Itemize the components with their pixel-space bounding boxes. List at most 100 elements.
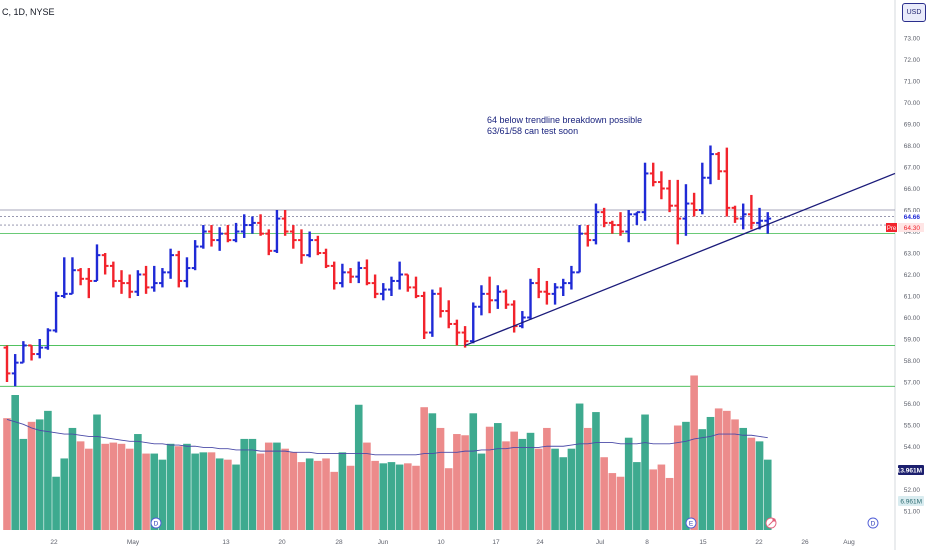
event-marker[interactable]: D xyxy=(150,517,162,529)
ohlc-bar xyxy=(142,265,150,294)
ohlc-bar xyxy=(28,344,35,361)
ohlc-bar xyxy=(314,235,322,256)
pre-market-tag-bg xyxy=(886,223,897,232)
y-tick-label: 70.00 xyxy=(904,100,921,107)
volume-bar xyxy=(142,453,150,530)
volume-bar xyxy=(346,465,355,530)
volume-bar xyxy=(240,438,249,530)
volume-bar xyxy=(665,477,674,530)
volume-bar xyxy=(444,468,453,530)
ohlc-bar xyxy=(191,240,199,271)
volume-bar xyxy=(52,476,60,530)
ohlc-bar xyxy=(494,285,502,309)
ohlc-bar xyxy=(240,214,248,238)
volume-bar xyxy=(232,464,240,530)
volume-bar xyxy=(11,395,19,530)
volume-bar xyxy=(305,458,314,530)
volume-bar xyxy=(706,416,715,530)
volume-bar xyxy=(461,435,469,530)
pre-market-value-bg xyxy=(898,223,924,232)
y-tick-label: 72.00 xyxy=(904,57,921,64)
volume-bar xyxy=(690,375,698,530)
ohlc-bar xyxy=(85,268,93,299)
ohlc-bar xyxy=(420,291,428,339)
volume-bar xyxy=(371,460,379,530)
ohlc-bar xyxy=(216,227,224,251)
ohlc-bar xyxy=(183,257,191,288)
trendline xyxy=(464,172,896,347)
volume-bar xyxy=(27,421,36,530)
volume-bar xyxy=(379,463,388,530)
ohlc-bar xyxy=(625,210,633,243)
volume-bar xyxy=(453,434,461,530)
ohlc-bar xyxy=(658,171,665,200)
ohlc-bar xyxy=(486,276,494,314)
volume-bar xyxy=(174,446,183,530)
volume-bar xyxy=(158,459,167,530)
y-tick-label: 69.00 xyxy=(904,122,921,129)
svg-text:E: E xyxy=(689,521,694,528)
pre-market-value: 64.30 xyxy=(904,225,921,232)
x-tick-label: 13 xyxy=(222,539,230,546)
volume-bar xyxy=(289,452,298,530)
volume-bar xyxy=(281,448,289,530)
volume-bar xyxy=(731,419,739,530)
x-tick-label: Aug xyxy=(843,539,855,546)
ohlc-bar xyxy=(641,162,649,221)
volume-bar xyxy=(207,452,216,530)
volume-bar xyxy=(608,473,617,530)
volume-bar xyxy=(68,427,77,530)
ohlc-bar xyxy=(674,179,682,245)
currency-button[interactable]: USD xyxy=(902,3,926,22)
y-tick-label: 51.00 xyxy=(904,509,921,516)
volume-bar xyxy=(76,441,85,530)
volume-bar xyxy=(633,462,641,530)
ohlc-bar xyxy=(747,194,755,230)
volume-bar xyxy=(510,431,518,530)
ohlc-bar xyxy=(437,287,444,318)
ohlc-bar xyxy=(126,274,134,299)
ohlc-bar xyxy=(388,276,395,296)
volume-bar xyxy=(183,443,191,530)
ohlc-bar xyxy=(167,248,174,279)
ohlc-bar xyxy=(551,283,559,305)
volume-bar xyxy=(412,465,420,530)
dividend-marker xyxy=(765,517,777,529)
event-marker[interactable]: E xyxy=(685,517,697,529)
volume-bar xyxy=(534,448,543,530)
ohlc-bar xyxy=(404,273,412,292)
volume-bar xyxy=(420,407,428,530)
ohlc-bar xyxy=(690,192,698,217)
ohlc-bar xyxy=(469,302,477,344)
ohlc-bar xyxy=(666,179,673,213)
y-tick-label: 71.00 xyxy=(904,79,921,86)
volume-bar xyxy=(101,443,109,530)
x-tick-label: 10 xyxy=(437,539,445,546)
ohlc-bar xyxy=(257,214,264,236)
ohlc-bar xyxy=(723,147,731,217)
event-marker[interactable]: D xyxy=(867,517,879,529)
volume-ma-tag: 13.961M xyxy=(897,468,922,475)
volume-bar xyxy=(739,427,747,530)
ohlc-bar xyxy=(3,345,11,382)
y-tick-label: 62.00 xyxy=(904,272,921,279)
volume-bar xyxy=(85,448,93,530)
ohlc-bar xyxy=(617,212,624,236)
volume-bar xyxy=(682,421,690,530)
ohlc-bar xyxy=(608,220,616,234)
ohlc-bar xyxy=(600,207,608,228)
ohlc-bar xyxy=(298,229,305,264)
ohlc-bar xyxy=(281,210,289,236)
volume-bar xyxy=(714,408,723,530)
y-tick-label: 56.00 xyxy=(904,401,921,408)
ohlc-bar xyxy=(739,203,747,230)
ohlc-bar xyxy=(52,291,60,333)
pre-market-tag: Pre xyxy=(887,226,897,232)
ohlc-bar xyxy=(77,268,85,286)
ohlc-bar xyxy=(649,162,657,187)
ohlc-bar xyxy=(101,253,109,275)
svg-text:D: D xyxy=(871,521,876,528)
volume-bar xyxy=(256,453,265,530)
